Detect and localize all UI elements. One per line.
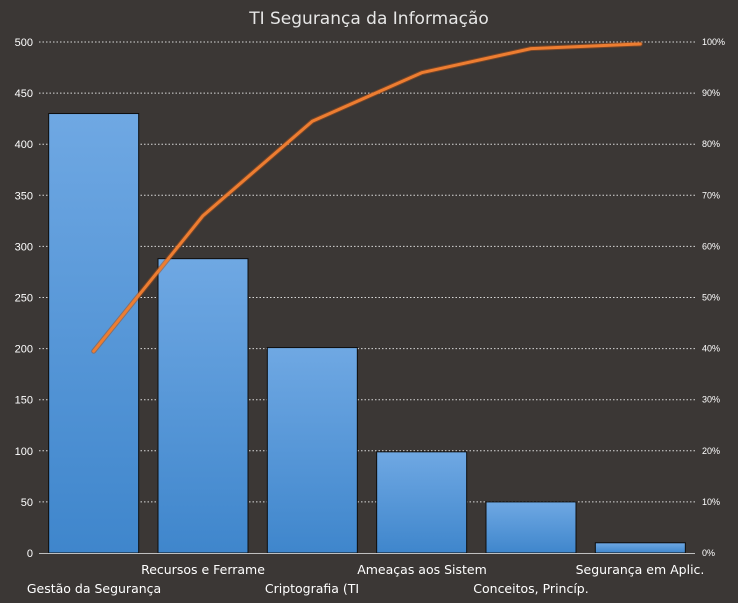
bar — [157, 258, 249, 554]
y-tick-label: 0 — [27, 548, 33, 560]
y-tick-label: 200 — [15, 344, 33, 356]
x-category-label: Ameaças aos Sistem — [357, 562, 487, 577]
y2-tick-label: 50% — [702, 293, 720, 303]
chart-title: TI Segurança da Informação — [248, 9, 489, 29]
y2-tick-label: 40% — [702, 344, 720, 354]
y2-tick-label: 70% — [702, 190, 720, 200]
y-tick-label: 150 — [15, 395, 33, 407]
y2-tick-label: 0% — [702, 548, 715, 558]
cumulative-line-path — [92, 42, 642, 353]
bar — [266, 347, 358, 554]
x-category-label: Recursos e Ferrame — [141, 562, 265, 577]
x-category-label: Conceitos, Princíp. — [473, 581, 588, 596]
bar — [594, 542, 686, 554]
x-axis: Gestão da Segurança Recursos e FerrameCri… — [27, 553, 705, 596]
y2-tick-label: 30% — [702, 395, 720, 405]
y-tick-label: 50 — [21, 497, 33, 509]
y2-tick-label: 100% — [702, 37, 725, 47]
x-category-label: Gestão da Segurança — [27, 581, 161, 596]
y-tick-label: 250 — [15, 293, 33, 305]
y-tick-label: 400 — [15, 139, 33, 151]
y-axis-right: 0% 10% 20% 30% 40% 50% 60% 70% 80% 90% 100% — [702, 37, 725, 558]
y-tick-label: 450 — [15, 88, 33, 100]
y-tick-label: 350 — [15, 190, 33, 202]
y2-tick-label: 80% — [702, 139, 720, 149]
bars — [48, 113, 686, 554]
bar — [485, 501, 577, 554]
y-tick-label: 500 — [15, 37, 33, 49]
x-category-label: Criptografia (TI — [265, 581, 359, 596]
y2-tick-label: 90% — [702, 88, 720, 98]
cumulative-line — [91, 41, 643, 354]
y2-tick-label: 10% — [702, 497, 720, 507]
grid-lines — [39, 41, 695, 503]
y2-tick-label: 60% — [702, 241, 720, 251]
y2-tick-label: 20% — [702, 446, 720, 456]
bar — [376, 451, 468, 554]
y-tick-label: 300 — [15, 241, 33, 253]
bar — [48, 113, 140, 554]
y-axis-left: 0 50 100 150 200 250 300 350 400 450 500 — [15, 37, 33, 560]
x-category-label: Segurança em Aplic. — [576, 562, 705, 577]
y-tick-label: 100 — [15, 446, 33, 458]
